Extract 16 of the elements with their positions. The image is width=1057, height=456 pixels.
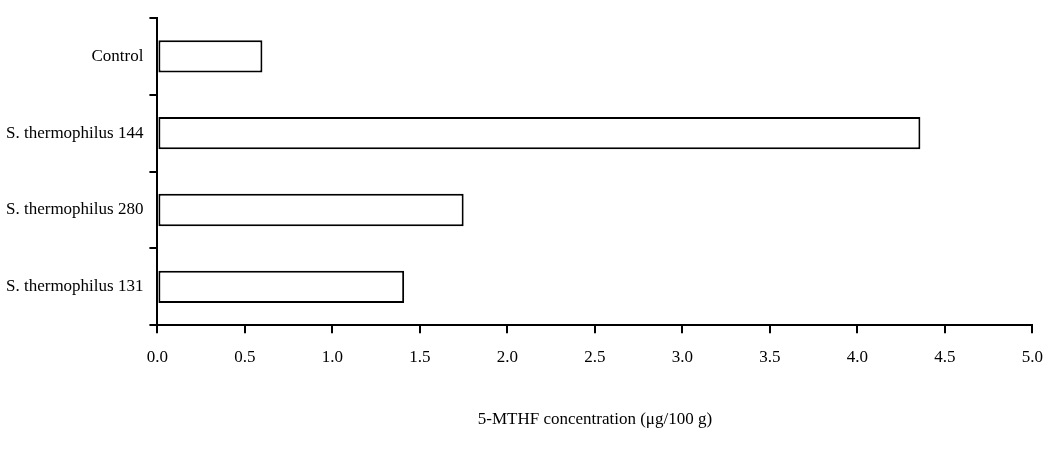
x-axis-title: 5-MTHF concentration (μg/100 g) <box>477 409 713 429</box>
x-tick-label: 2.0 <box>496 346 519 366</box>
y-tick-label: S. thermophilus 131 <box>6 276 144 296</box>
y-tick-label: Control <box>91 45 144 65</box>
x-tick-label: 0.5 <box>234 346 256 366</box>
x-tick-label: 0.0 <box>146 346 169 366</box>
x-tick-label: 2.5 <box>584 346 606 366</box>
x-tick-label: 4.0 <box>846 346 869 366</box>
y-tick-label: S. thermophilus 280 <box>6 199 144 219</box>
x-tick-label: 3.5 <box>759 346 781 366</box>
x-tick-label: 3.0 <box>671 346 694 366</box>
y-tick-label: S. thermophilus 144 <box>6 122 144 142</box>
x-tick-label: 4.5 <box>934 346 956 366</box>
x-tick-label: 1.0 <box>321 346 344 366</box>
x-tick-label: 1.5 <box>409 346 431 366</box>
x-tick-label: 5.0 <box>1021 346 1043 366</box>
